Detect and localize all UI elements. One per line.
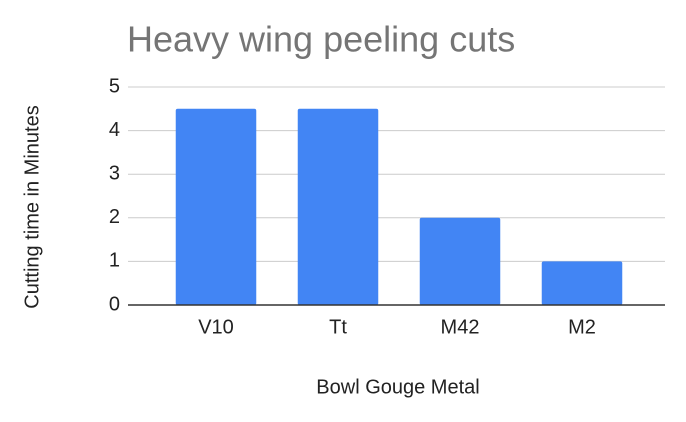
x-tick-label: V10 [198, 316, 234, 338]
x-tick-label: M42 [441, 316, 480, 338]
y-tick-label: 0 [109, 293, 120, 315]
bar [175, 108, 257, 305]
y-tick-label: 4 [109, 119, 120, 141]
bar [541, 261, 623, 305]
y-tick-label: 5 [109, 75, 120, 97]
x-tick-label: M2 [568, 316, 596, 338]
y-tick-label: 1 [109, 250, 120, 272]
y-axis-label: Cutting time in Minutes [21, 105, 43, 308]
y-tick-label: 2 [109, 206, 120, 228]
bar [297, 108, 379, 305]
x-tick-label: Tt [329, 316, 347, 338]
x-axis-label: Bowl Gouge Metal [316, 376, 479, 398]
chart-title: Heavy wing peeling cuts [127, 19, 515, 60]
y-tick-label: 3 [109, 162, 120, 184]
bar [419, 217, 501, 305]
